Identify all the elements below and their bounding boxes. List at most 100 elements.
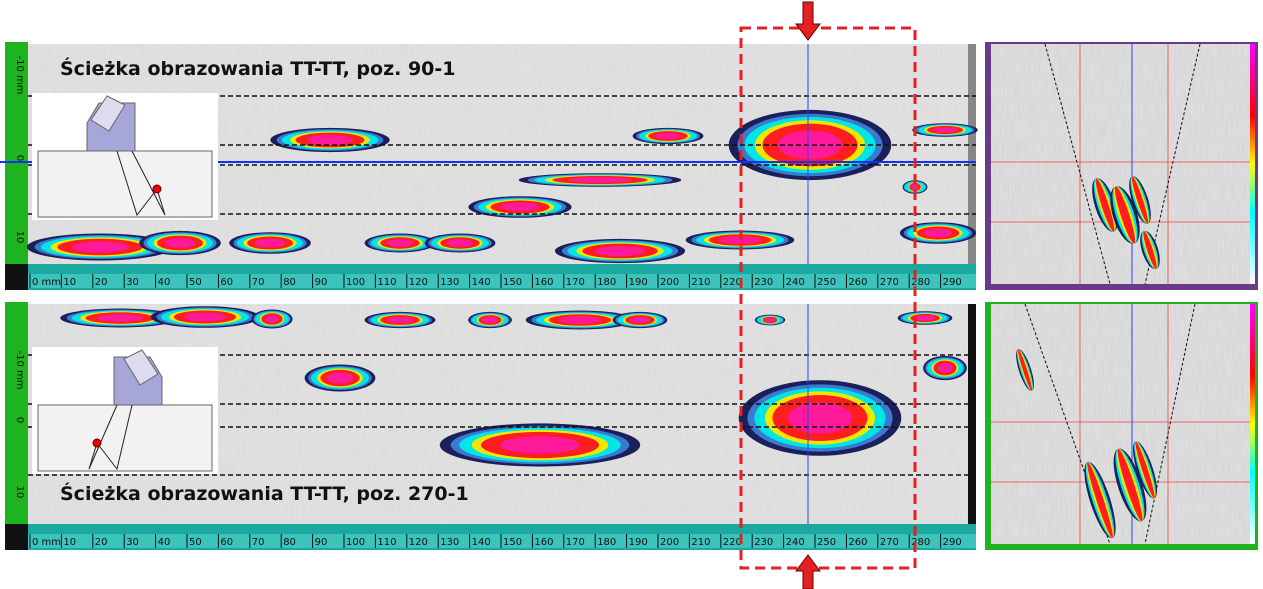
scale-label: 150 <box>503 277 522 288</box>
indication-layer <box>165 238 196 248</box>
indication-layer <box>307 135 353 145</box>
ruler-corner <box>5 264 28 290</box>
scale-label: 190 <box>629 537 648 548</box>
indication-layer <box>97 314 143 322</box>
panel-title: Ścieżka obrazowania TT-TT, poz. 90-1 <box>60 56 456 80</box>
indication-layer <box>765 318 775 322</box>
scale-label: 120 <box>409 277 428 288</box>
indication-layer <box>265 315 279 323</box>
scale-label: 220 <box>723 537 742 548</box>
indication <box>739 380 902 456</box>
scale-label: 120 <box>409 537 428 548</box>
scale-label: 160 <box>534 277 553 288</box>
scale-label: 90 <box>315 277 328 288</box>
indication-layer <box>630 317 650 324</box>
scale-label: 270 <box>880 277 899 288</box>
indication-layer <box>937 363 952 373</box>
depth-label: 10 <box>14 486 25 499</box>
sector-scan <box>985 42 1258 290</box>
defect <box>93 439 101 447</box>
indication-layer <box>500 203 540 212</box>
indication-layer <box>655 133 681 140</box>
scale-label: 110 <box>377 537 396 548</box>
scale-label: 190 <box>629 277 648 288</box>
scale-label: 100 <box>346 537 365 548</box>
indication-layer <box>500 436 579 454</box>
scale-label: 250 <box>817 537 836 548</box>
scale-label: 220 <box>723 277 742 288</box>
indication <box>519 173 682 187</box>
indication <box>729 110 892 180</box>
indication-layer <box>327 373 353 384</box>
scale-label: 260 <box>848 537 867 548</box>
indication <box>365 312 436 328</box>
indication <box>900 222 976 244</box>
indication-layer <box>559 316 601 324</box>
scale-label: 80 <box>283 537 296 548</box>
scale-label: 0 mm <box>32 537 61 548</box>
indication <box>151 306 260 328</box>
indication-layer <box>915 315 935 321</box>
scale-label: 170 <box>566 277 585 288</box>
panel-title: Ścieżka obrazowania TT-TT, poz. 270-1 <box>60 481 469 505</box>
indication <box>270 128 389 152</box>
scale-label: 30 <box>126 537 139 548</box>
indication-layer <box>595 246 646 256</box>
indication <box>229 232 311 254</box>
scale-label: 210 <box>691 537 710 548</box>
ruler-corner <box>5 524 28 550</box>
sector-texture <box>991 304 1250 544</box>
indication-layer <box>71 242 128 253</box>
scale-label: 50 <box>189 537 202 548</box>
indication <box>898 311 953 325</box>
depth-label: -10 mm <box>14 56 25 95</box>
probe-diagram <box>32 93 218 220</box>
indication <box>468 312 512 328</box>
indication <box>755 315 785 326</box>
scale-label: 260 <box>848 277 867 288</box>
indication-layer <box>568 177 632 183</box>
sector-scan <box>985 302 1258 550</box>
sector-texture <box>991 44 1250 284</box>
scale-label: 270 <box>880 537 899 548</box>
layer: Ścieżka obrazowania TT-TT, poz. 90-1 -10 … <box>0 2 1258 589</box>
indication <box>440 423 640 466</box>
scale-label: 170 <box>566 537 585 548</box>
scale-label: 210 <box>691 277 710 288</box>
scale-label: 200 <box>660 537 679 548</box>
indication <box>251 310 292 329</box>
scale-label: 70 <box>252 537 265 548</box>
depth-label: 0 <box>14 417 25 423</box>
scale-label: 110 <box>377 277 396 288</box>
scale-label: 140 <box>472 537 491 548</box>
colorbar <box>1250 44 1255 284</box>
indication <box>555 239 685 263</box>
scale-label: 130 <box>440 537 459 548</box>
scale-label: 40 <box>158 277 171 288</box>
indication <box>139 231 221 255</box>
scale-label: 0 mm <box>32 277 61 288</box>
indication-layer <box>447 239 473 247</box>
indication-layer <box>924 229 953 238</box>
scale-label: 30 <box>126 277 139 288</box>
indication <box>305 365 376 392</box>
depth-label: -10 mm <box>14 351 25 390</box>
indication-layer <box>911 184 919 190</box>
scale-label: 250 <box>817 277 836 288</box>
indication-layer <box>255 239 286 248</box>
scale-label: 180 <box>597 537 616 548</box>
scale-label: 20 <box>95 277 108 288</box>
scale-label: 240 <box>786 537 805 548</box>
arrow-up <box>796 555 820 589</box>
scale-label: 200 <box>660 277 679 288</box>
indication <box>425 234 496 253</box>
depth-label: 10 <box>14 231 25 244</box>
scale-label: 50 <box>189 277 202 288</box>
scale-label: 60 <box>220 277 233 288</box>
scale-label: 90 <box>315 537 328 548</box>
indication-layer <box>184 313 226 322</box>
indication-layer <box>788 403 852 434</box>
depth-label: 0 <box>14 155 25 161</box>
indication <box>633 128 704 144</box>
scale-label: 150 <box>503 537 522 548</box>
